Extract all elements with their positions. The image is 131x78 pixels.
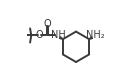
Text: NH₂: NH₂: [86, 30, 104, 40]
Text: NH: NH: [51, 30, 66, 40]
Text: O: O: [43, 19, 51, 29]
Text: O: O: [36, 30, 43, 40]
